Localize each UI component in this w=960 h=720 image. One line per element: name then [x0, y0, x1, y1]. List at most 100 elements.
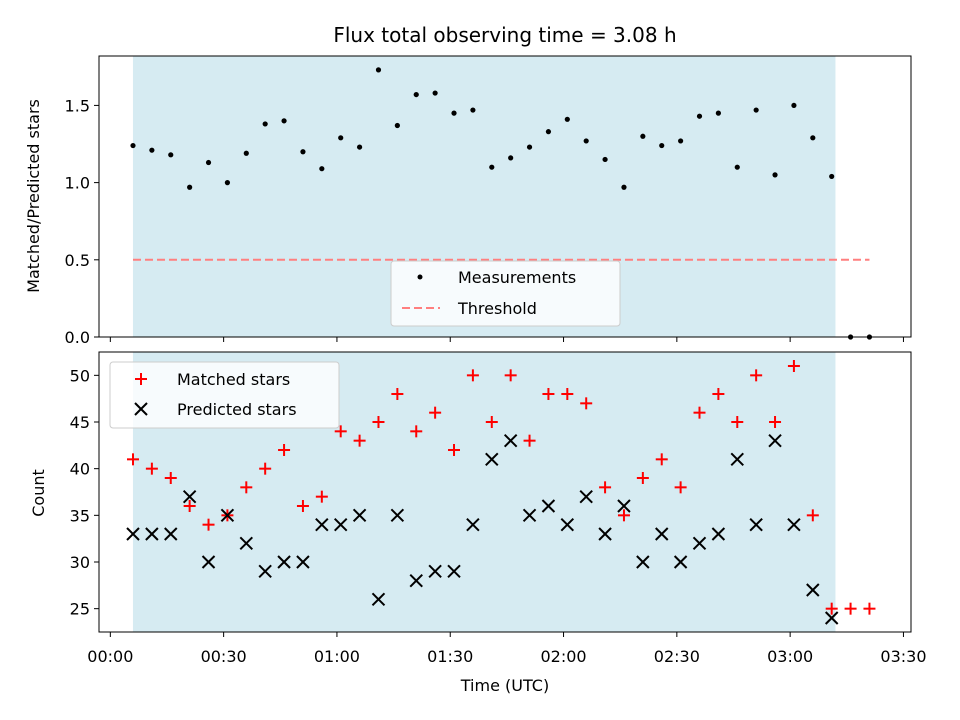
- measurement-point: [715, 110, 721, 116]
- predicted-star-point: [352, 508, 367, 523]
- matched-star-point: [448, 444, 461, 456]
- y-tick-label: 0.0: [65, 328, 90, 347]
- measurement-point: [205, 159, 212, 166]
- top-panel: 0.0 0.5 1.0 1.5 Matched/Predicted stars Mea…: [24, 55, 912, 347]
- measurement-point: [829, 173, 835, 180]
- legend-marker-matched: [135, 373, 147, 385]
- measurement-point: [678, 138, 684, 144]
- measurement-point: [602, 156, 608, 163]
- matched-star-point: [580, 397, 593, 410]
- measurement-point: [130, 142, 136, 149]
- measurement-point: [583, 138, 589, 144]
- measurement-point: [470, 107, 476, 113]
- bottom-legend-box: [109, 361, 340, 429]
- predicted-star-point: [258, 564, 272, 579]
- chart-title: Flux total observing time = 3.08 h: [333, 23, 676, 47]
- x-tick-label: 00:00: [87, 647, 133, 666]
- predicted-star-point: [768, 433, 782, 448]
- measurement-point: [432, 90, 438, 96]
- predicted-star-point: [711, 527, 726, 541]
- y-tick-label: 1.5: [65, 96, 90, 115]
- matched-star-point: [863, 602, 876, 615]
- x-tick-label: 02:00: [540, 647, 586, 666]
- top-axes-frame: [98, 55, 912, 338]
- predicted-star-point: [655, 527, 669, 541]
- matched-star-point: [391, 388, 404, 400]
- matched-star-point: [466, 369, 479, 382]
- measurement-point: [508, 155, 514, 161]
- measurement-point: [356, 144, 363, 150]
- predicted-star-point: [560, 517, 575, 532]
- predicted-star-point: [145, 527, 159, 541]
- predicted-star-point: [334, 517, 348, 532]
- legend-label-matched: Matched stars: [177, 370, 290, 389]
- y-tick-label: 0.5: [65, 251, 90, 270]
- predicted-star-point: [522, 508, 537, 523]
- legend-label-predicted: Predicted stars: [177, 400, 297, 419]
- predicted-star-point: [126, 527, 140, 541]
- measurement-point: [394, 122, 400, 129]
- measurement-point: [262, 121, 268, 127]
- predicted-star-point: [730, 452, 744, 467]
- matched-star-point: [655, 453, 668, 466]
- matched-star-point: [504, 369, 517, 382]
- matched-star-point: [750, 369, 763, 382]
- matched-star-point: [410, 425, 423, 438]
- legend-marker-measurements: [417, 274, 423, 280]
- matched-star-point: [693, 406, 706, 419]
- x-tick-label: 02:30: [654, 647, 700, 666]
- predicted-star-point: [164, 527, 178, 541]
- y-tick-label: 50: [70, 366, 90, 385]
- x-tick-label: 00:30: [201, 647, 247, 666]
- measurement-point: [640, 133, 646, 139]
- measurement-point: [621, 184, 627, 190]
- measurement-point: [451, 110, 457, 116]
- x-axis-label: Time (UTC): [460, 676, 549, 695]
- matched-star-point: [315, 490, 328, 503]
- matched-star-point: [561, 388, 574, 400]
- top-y-ticks: 0.0 0.5 1.0 1.5: [65, 96, 99, 347]
- predicted-star-point: [428, 564, 442, 579]
- y-tick-label: 35: [70, 506, 90, 525]
- predicted-star-point: [390, 508, 405, 523]
- matched-star-point: [485, 416, 498, 428]
- measurement-point: [791, 102, 797, 109]
- predicted-star-point: [579, 489, 593, 504]
- matched-star-point: [617, 509, 630, 522]
- matched-star-point: [296, 500, 309, 512]
- matched-star-point: [825, 602, 838, 615]
- y-tick-label: 30: [70, 553, 90, 572]
- y-tick-label: 40: [70, 460, 90, 479]
- predicted-star-point: [598, 527, 612, 541]
- measurement-point: [224, 180, 231, 186]
- measurement-point: [168, 152, 174, 158]
- predicted-star-point: [371, 592, 386, 607]
- matched-star-point: [542, 388, 555, 400]
- predicted-star-point: [503, 433, 518, 448]
- measurement-point: [300, 149, 306, 155]
- matched-star-point: [259, 462, 272, 475]
- top-legend: Measurements Threshold: [390, 260, 621, 327]
- predicted-star-point: [296, 555, 310, 569]
- measurements-series: [130, 67, 873, 340]
- x-tick-label: 01:00: [314, 647, 360, 666]
- matched-star-point: [636, 472, 649, 484]
- matched-star-point: [164, 472, 177, 484]
- measurement-point: [187, 184, 193, 190]
- predicted-star-point: [673, 555, 688, 569]
- predicted-star-point: [315, 517, 329, 532]
- matched-star-point: [599, 481, 612, 494]
- matched-stars-series: [126, 360, 876, 615]
- matched-star-point: [353, 434, 366, 447]
- predicted-star-point: [409, 573, 423, 588]
- predicted-star-point: [824, 611, 839, 625]
- measurement-point: [319, 166, 325, 172]
- measurement-point: [696, 113, 703, 119]
- top-x-ticks: [109, 337, 904, 342]
- x-tick-label: 03:30: [880, 647, 926, 666]
- measurement-point: [734, 164, 740, 170]
- predicted-star-point: [806, 583, 820, 597]
- predicted-star-point: [239, 536, 254, 551]
- predicted-star-point: [182, 489, 197, 504]
